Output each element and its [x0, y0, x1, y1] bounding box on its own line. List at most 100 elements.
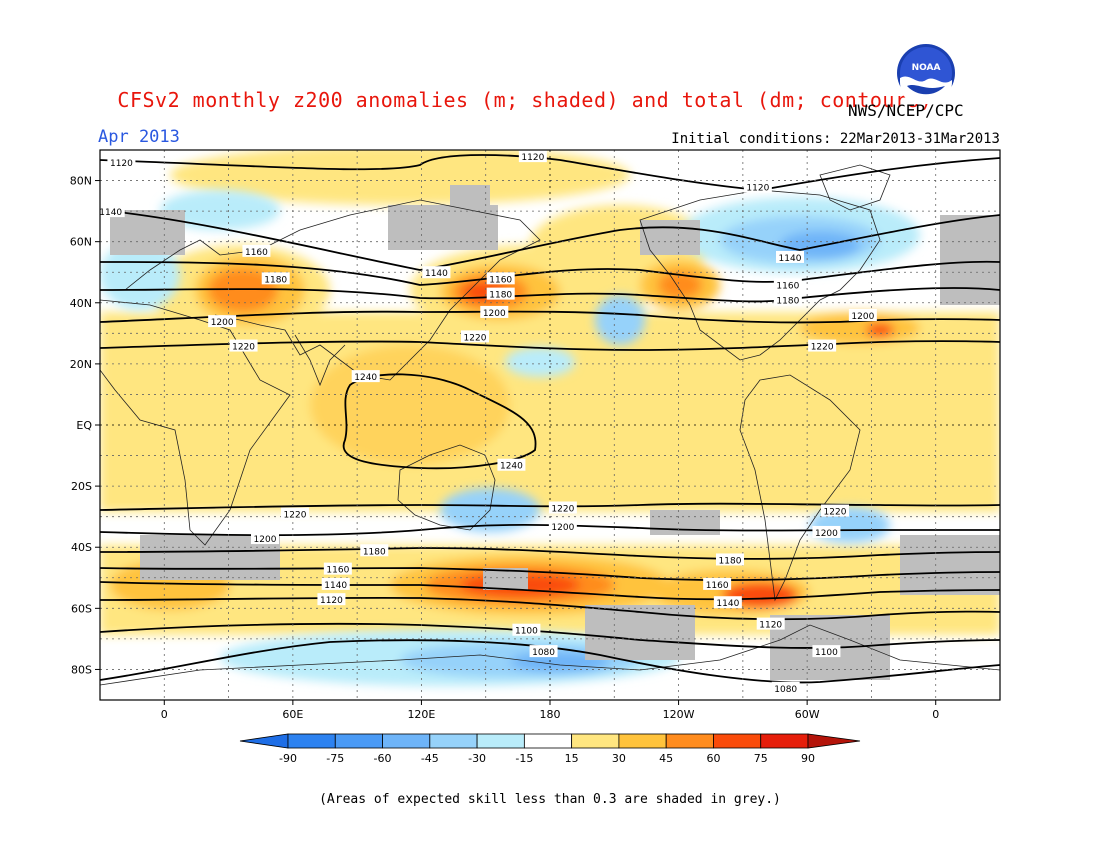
- lon-tick-label: 60W: [795, 708, 820, 721]
- lat-tick-label: 40S: [71, 541, 92, 554]
- nz-low-skill: [483, 568, 528, 590]
- graticule: [100, 150, 1000, 700]
- contour-label: 1220: [464, 333, 487, 343]
- contour-label-bg: [716, 553, 744, 566]
- contour-1160-sh: [100, 567, 1000, 582]
- south-pacific-low-skill: [650, 510, 720, 535]
- skill-footnote: (Areas of expected skill less than 0.3 a…: [319, 792, 781, 807]
- contour-label-bg: [317, 593, 346, 606]
- contour-1140-nh: [100, 209, 1000, 271]
- north-america-outline: [639, 189, 881, 361]
- contour-label-bg: [812, 645, 841, 658]
- colorbar-tick-label: 15: [565, 752, 579, 765]
- contour-label-bg: [776, 250, 804, 263]
- contour-label: 1140: [324, 581, 347, 591]
- contour-label: 1120: [521, 153, 544, 163]
- colorbar-swatch: [429, 733, 478, 749]
- colorbar-high-arrow: [807, 733, 861, 749]
- colorbar-swatch: [713, 733, 762, 749]
- contour-label: 1200: [211, 318, 234, 328]
- contour-label: 1180: [776, 297, 799, 307]
- agency-label: NWS/NCEP/CPC: [848, 101, 964, 120]
- contour-label-bg: [242, 244, 271, 257]
- contour-label-bg: [821, 504, 849, 517]
- lat-tick-label: 40N: [70, 297, 92, 310]
- colorbar-swatch: [287, 733, 336, 749]
- contour-1200-sh: [100, 523, 1000, 537]
- colorbar-tick-label: -15: [515, 752, 533, 765]
- colorbar-swatch: [382, 733, 431, 749]
- contour-label: 1160: [245, 248, 268, 258]
- contour-1200-nh: [100, 310, 1000, 324]
- lat-tick-label: 60S: [71, 602, 92, 615]
- lat-tick-label: 80S: [71, 663, 92, 676]
- alaska-strong-positive: [658, 271, 702, 299]
- colorbar-swatch: [618, 733, 667, 749]
- contour-label-bg: [107, 156, 136, 169]
- contour-label: 1100: [815, 648, 838, 658]
- colorbar-tick-label: 60: [706, 752, 720, 765]
- contour-1120-nh: [100, 154, 1000, 191]
- maritime-positive: [310, 345, 510, 465]
- contour-label-bg: [480, 305, 509, 318]
- contour-label: 1080: [532, 648, 555, 658]
- color-scale: -90 -75 -60 -45 -30 -15 15 30 45 60 75 90: [239, 733, 861, 765]
- lat-tick-label: 60N: [70, 236, 92, 249]
- contour-label-bg: [360, 544, 389, 557]
- contour-label: 1120: [759, 621, 782, 631]
- contour-label: 1180: [719, 556, 742, 566]
- contour-label-bg: [529, 645, 558, 658]
- alaska-low-skill: [640, 220, 700, 255]
- arctic-positive-area: [170, 150, 630, 205]
- lon-tick-label: 120E: [407, 708, 435, 721]
- contour-label-bg: [208, 315, 237, 328]
- colorbar-tick-label: -75: [326, 752, 344, 765]
- colorbar-tick-label: 30: [612, 752, 626, 765]
- contour-label: 1160: [489, 275, 512, 285]
- europe-low-skill: [940, 215, 1000, 305]
- contour-1220-sh: [100, 502, 1000, 511]
- contour-label: 1160: [776, 281, 799, 291]
- lon-tick-label: 180: [540, 708, 561, 721]
- noaa-logo-icon: NOAA: [897, 44, 955, 104]
- contour-label: 1160: [706, 581, 729, 591]
- hawaii-negative: [505, 347, 575, 377]
- europe-negative: [100, 240, 180, 310]
- lat-tick-label: 20S: [71, 480, 92, 493]
- contour-1180-sh: [100, 547, 1000, 560]
- ross-low-skill: [585, 605, 695, 660]
- eurasia-outline: [124, 199, 541, 381]
- contour-label-bg: [486, 287, 515, 300]
- initial-conditions: Initial conditions: 22Mar2013-31Mar2013: [671, 131, 1000, 147]
- south-atlantic-low-skill: [900, 535, 1000, 595]
- contour-labels: 1120 1120 1120 1140 1140 1140 1160 1160 1160 1180…: [99, 150, 877, 695]
- contour-label: 1120: [110, 159, 133, 169]
- contour-1160-nh: [100, 260, 1000, 286]
- contour-label-bg: [422, 266, 451, 279]
- contour-label-bg: [713, 596, 742, 609]
- lon-tick-label: 0: [932, 708, 939, 721]
- scandinavia-low-skill: [110, 210, 185, 255]
- contour-label: 1180: [489, 291, 512, 301]
- colorbar-swatch: [476, 733, 525, 749]
- colorbar-tick-label: 75: [754, 752, 768, 765]
- contour-label: 1140: [99, 208, 122, 218]
- contour-label: 1240: [354, 373, 377, 383]
- contour-1100-sh: [100, 622, 1000, 649]
- contour-label: 1240: [500, 462, 523, 472]
- colorbar-tick-label: 45: [659, 752, 673, 765]
- contour-1080-sh: [100, 639, 1000, 684]
- contour-label-bg: [321, 577, 350, 590]
- contour-label: 1220: [284, 511, 307, 521]
- contour-label-bg: [351, 370, 380, 383]
- contour-label: 1140: [425, 269, 448, 279]
- colorbar-tick-label: -30: [468, 752, 486, 765]
- contour-label-bg: [773, 293, 802, 306]
- contour-label-bg: [703, 577, 732, 590]
- lat-tick-label: EQ: [76, 419, 92, 432]
- contour-label-bg: [773, 278, 802, 291]
- contour-label-bg: [251, 532, 279, 545]
- contour-1120-sh: [100, 596, 1000, 621]
- colorbar-tick-label: -60: [374, 752, 392, 765]
